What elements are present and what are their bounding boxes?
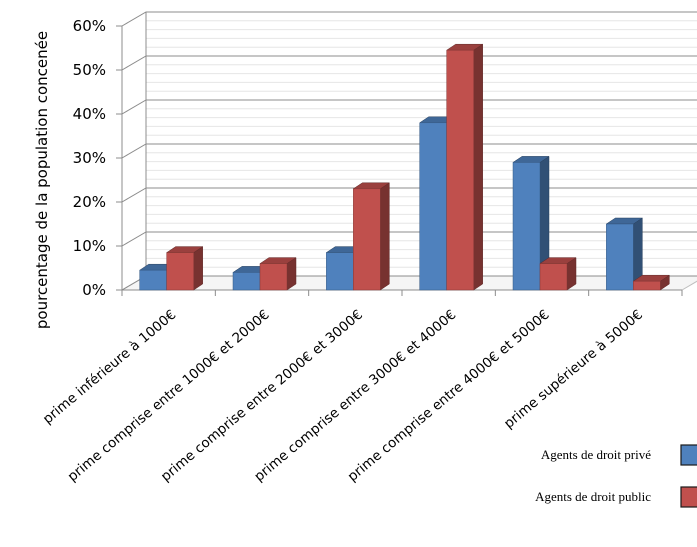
bar-front	[606, 223, 634, 291]
y-tick-label: 20%	[73, 193, 106, 211]
bar-prive	[512, 155, 550, 291]
bar-public	[539, 257, 577, 291]
major-gridline	[121, 99, 697, 115]
legend-label: Agents de droit public	[535, 489, 651, 504]
major-gridline	[121, 187, 697, 203]
bar-public	[165, 246, 204, 291]
bar-front	[446, 49, 474, 291]
bar-front	[326, 252, 354, 291]
bar-public	[632, 274, 671, 291]
legend-swatch	[680, 486, 697, 508]
legend-swatch	[680, 444, 697, 466]
legend: Agents de droit privé Agents de droit pub…	[483, 432, 697, 516]
bar-front	[166, 252, 194, 291]
legend-label: Agents de droit privé	[541, 447, 651, 462]
bar-front	[512, 162, 541, 291]
bar-front	[539, 263, 568, 291]
bar-front	[259, 263, 288, 291]
category-label: prime comprise entre 2000€ et 3000€	[158, 307, 366, 485]
bar-front	[633, 280, 661, 291]
bar-side	[193, 246, 203, 291]
y-tick-label: 50%	[73, 61, 106, 79]
category-label: prime comprise entre 1000€ et 2000€	[65, 307, 273, 485]
legend-box	[483, 432, 697, 516]
bar-front	[419, 122, 447, 291]
bar-front	[353, 188, 381, 291]
bar-front	[139, 269, 167, 291]
major-gridline	[121, 55, 697, 71]
y-tick-label: 40%	[73, 105, 106, 123]
y-tick-label: 0%	[82, 281, 106, 299]
y-tick-labels: 0% 10% 20% 30% 40% 50% 60%	[73, 17, 106, 299]
bar-side	[380, 182, 390, 291]
bar-side	[473, 43, 483, 291]
bars	[138, 43, 671, 291]
bar-front	[232, 272, 261, 291]
major-gridline	[121, 143, 697, 159]
major-gridline	[121, 11, 697, 27]
y-axis-title: pourcentage de la population concenée	[33, 31, 51, 329]
y-tick-label: 60%	[73, 17, 106, 35]
y-tick-label: 10%	[73, 237, 106, 255]
bar-public	[259, 257, 297, 291]
y-tick-label: 30%	[73, 149, 106, 167]
axes	[116, 12, 683, 296]
bar-public	[445, 43, 484, 291]
bar-public	[352, 182, 391, 291]
category-label: prime comprise entre 3000€ et 4000€	[251, 307, 459, 485]
bar-prive	[605, 217, 644, 291]
